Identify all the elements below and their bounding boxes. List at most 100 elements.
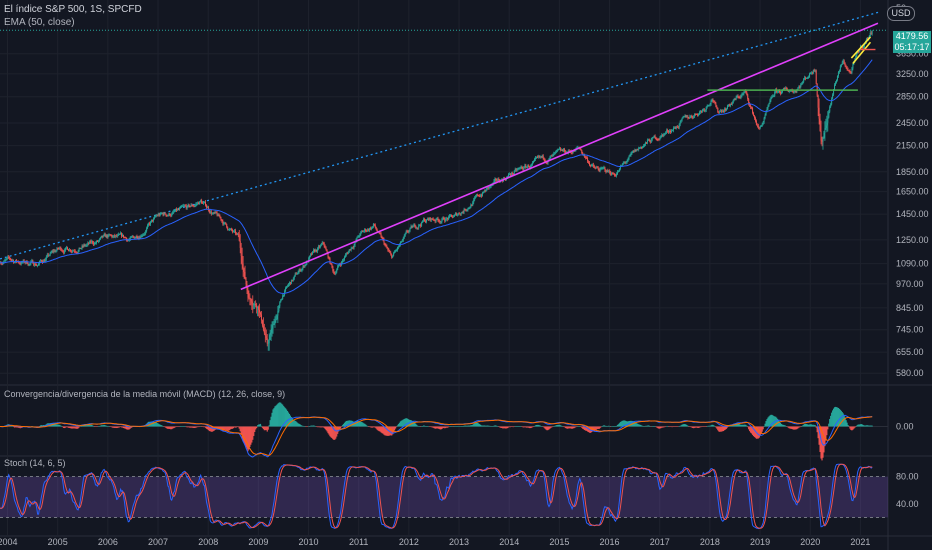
macd-histogram-bar (431, 426, 433, 428)
candle-body (350, 247, 352, 250)
candle-body (74, 251, 76, 252)
macd-histogram-bar (480, 425, 483, 427)
currency-button[interactable]: USD (887, 6, 915, 21)
macd-histogram-bar (766, 419, 768, 427)
candle-body (617, 171, 619, 173)
macd-histogram-bar (249, 426, 251, 447)
candle-body (130, 236, 132, 238)
candle-body (70, 250, 72, 252)
macd-histogram-bar (768, 416, 770, 427)
macd-histogram-bar (239, 426, 241, 432)
last-price-badge: 4179.56 05:17:17 (893, 31, 931, 53)
candle-body (410, 226, 412, 229)
candle-body (360, 232, 362, 234)
candle-body (358, 236, 360, 238)
candle-body (393, 252, 395, 256)
macd-histogram-bar (643, 426, 646, 427)
candle-body (235, 233, 237, 235)
candle-body (120, 233, 122, 235)
macd-histogram-bar (744, 424, 746, 427)
candle-body (717, 107, 719, 113)
candle-body (279, 302, 281, 307)
macd-pane[interactable] (0, 402, 888, 461)
macd-histogram-bar (838, 408, 840, 427)
candle-body (58, 248, 60, 250)
macd-histogram-bar (397, 424, 400, 427)
macd-histogram-bar (413, 421, 415, 427)
macd-histogram-bar (384, 426, 386, 436)
macd-histogram-bar (429, 426, 431, 427)
candle-body (24, 261, 26, 263)
macd-histogram-bar (98, 426, 100, 427)
macd-legend[interactable]: Convergencia/divergencia de la media móv… (4, 389, 286, 399)
candle-body (161, 213, 163, 214)
macd-histogram-bar (487, 425, 489, 427)
macd-histogram-bar (531, 426, 534, 428)
macd-histogram-bar (14, 426, 17, 428)
candle-body (555, 151, 557, 153)
candle-body (48, 255, 50, 257)
macd-histogram-bar (308, 426, 310, 427)
macd-histogram-bar (82, 425, 84, 427)
candle-body (869, 32, 871, 37)
price-pane[interactable] (0, 11, 888, 351)
candle-body (98, 239, 100, 241)
macd-histogram-bar (486, 425, 488, 427)
macd-histogram-bar (482, 425, 484, 427)
candle-body (662, 134, 664, 136)
stoch-pane[interactable] (0, 463, 888, 530)
candle-body (392, 255, 394, 258)
macd-histogram-bar (734, 423, 736, 427)
macd-histogram-bar (550, 426, 552, 428)
macd-histogram-bar (830, 415, 832, 427)
macd-histogram-bar (739, 424, 741, 427)
symbol-title[interactable]: El índice S&P 500, 1S, SPCFD (4, 4, 142, 15)
macd-histogram-bar (716, 426, 718, 429)
candle-body (564, 151, 566, 154)
candle-body (210, 211, 212, 214)
stoch-legend[interactable]: Stoch (14, 6, 5) (4, 458, 66, 468)
macd-histogram-bar (640, 425, 643, 427)
macd-histogram-bar (694, 426, 696, 428)
macd-histogram-bar (815, 426, 817, 428)
candle-body (400, 241, 402, 243)
macd-line (0, 414, 873, 458)
macd-histogram-bar (325, 426, 327, 431)
candle-body (402, 237, 404, 241)
macd-histogram-bar (782, 424, 785, 427)
candle-body (711, 99, 713, 101)
macd-histogram-bar (202, 426, 205, 428)
macd-histogram-bar (210, 426, 212, 432)
candle-body (725, 109, 727, 111)
macd-histogram-bar (496, 425, 498, 427)
macd-histogram-bar (584, 426, 586, 431)
candle-body (236, 233, 238, 235)
macd-histogram-bar (634, 422, 636, 427)
candle-body (126, 240, 128, 242)
candle-body (479, 195, 481, 197)
macd-histogram-bar (857, 424, 859, 427)
macd-histogram-bar (650, 426, 652, 427)
macd-histogram-bar (127, 426, 129, 430)
candle-body (285, 287, 287, 292)
macd-histogram-bar (577, 426, 579, 427)
candle-body (28, 264, 30, 266)
macd-histogram-bar (227, 426, 229, 431)
candle-body (322, 242, 324, 244)
macd-histogram-bar (298, 423, 300, 427)
candle-body (92, 241, 94, 243)
candle-body (613, 173, 615, 175)
candle-body (141, 235, 143, 237)
macd-histogram-bar (399, 421, 401, 427)
macd-histogram-bar (154, 422, 156, 427)
macd-histogram-bar (720, 426, 722, 432)
candle-body (508, 174, 510, 176)
macd-histogram-bar (159, 424, 161, 427)
macd-histogram-bar (864, 425, 867, 427)
candle-body (526, 167, 528, 169)
ema-legend[interactable]: EMA (50, close) (4, 17, 75, 28)
macd-histogram-bar (854, 426, 856, 428)
macd-histogram-bar (425, 426, 428, 427)
macd-histogram-bar (464, 425, 466, 427)
